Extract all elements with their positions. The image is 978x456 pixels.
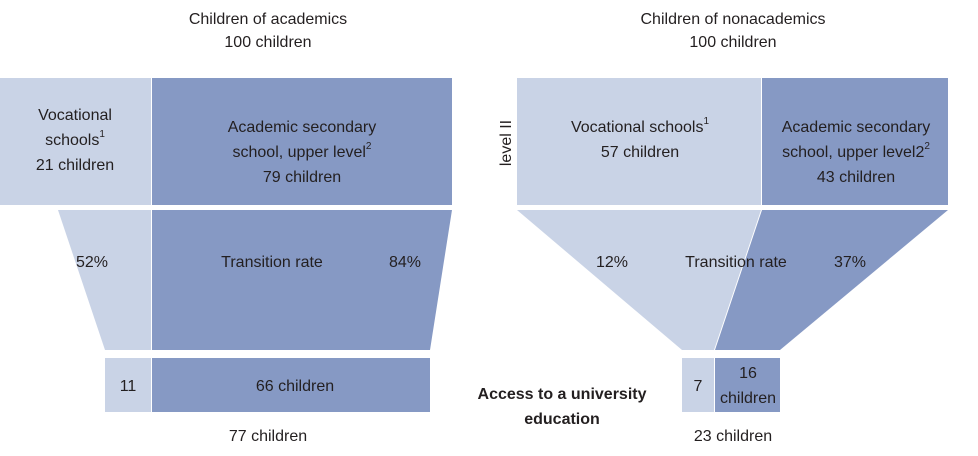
label: Academic secondary	[228, 119, 377, 136]
label: schools1	[45, 129, 105, 150]
count: 66 children	[256, 378, 334, 395]
academic-result	[715, 358, 780, 412]
total: 100 children	[689, 34, 776, 51]
academic-box	[152, 78, 452, 205]
count: 79 children	[263, 169, 341, 186]
label: Vocational schools1	[571, 116, 710, 137]
center-label: education	[524, 411, 600, 428]
academic-box	[762, 78, 948, 205]
label: Vocational	[38, 107, 112, 124]
count: children	[720, 390, 776, 407]
count: 11	[120, 378, 137, 395]
label-text: school, upper level2	[782, 144, 924, 161]
vocational-box	[0, 78, 151, 205]
academic-funnel	[152, 210, 452, 350]
label: school, upper level2	[233, 141, 372, 162]
vocational-funnel	[58, 210, 151, 350]
footnote-mark: 2	[366, 141, 372, 152]
vocational-box	[517, 78, 761, 205]
vocational-funnel	[517, 210, 761, 350]
result-total: 77 children	[229, 428, 307, 445]
title: Children of academics	[189, 11, 347, 28]
rate-label: Transition rate	[685, 254, 787, 271]
academic-funnel	[715, 210, 948, 350]
vocational-result	[682, 358, 714, 412]
footnote-mark: 1	[703, 116, 709, 127]
label-text: school, upper level	[233, 144, 366, 161]
count: 43 children	[817, 169, 895, 186]
rate: 84%	[389, 254, 421, 271]
title: Children of nonacademics	[641, 11, 826, 28]
label-text: schools	[45, 132, 99, 149]
center-label: Access to a university	[478, 386, 647, 403]
total: 100 children	[224, 34, 311, 51]
result-total: 23 children	[694, 428, 772, 445]
label: Academic secondary	[782, 119, 931, 136]
vocational-result	[105, 358, 151, 412]
label-text: Vocational schools	[571, 119, 704, 136]
count: 16	[739, 365, 757, 382]
footnote-mark: 2	[924, 141, 930, 152]
rate: 52%	[76, 254, 108, 271]
rate: 12%	[596, 254, 628, 271]
academic-result	[152, 358, 430, 412]
count: 57 children	[601, 144, 679, 161]
rate: 37%	[834, 254, 866, 271]
count: 7	[694, 378, 703, 395]
label: school, upper level22	[782, 141, 930, 162]
side-label: level II	[498, 120, 515, 166]
footnote-mark: 1	[99, 129, 105, 140]
count: 21 children	[36, 157, 114, 174]
rate-label: Transition rate	[221, 254, 323, 271]
